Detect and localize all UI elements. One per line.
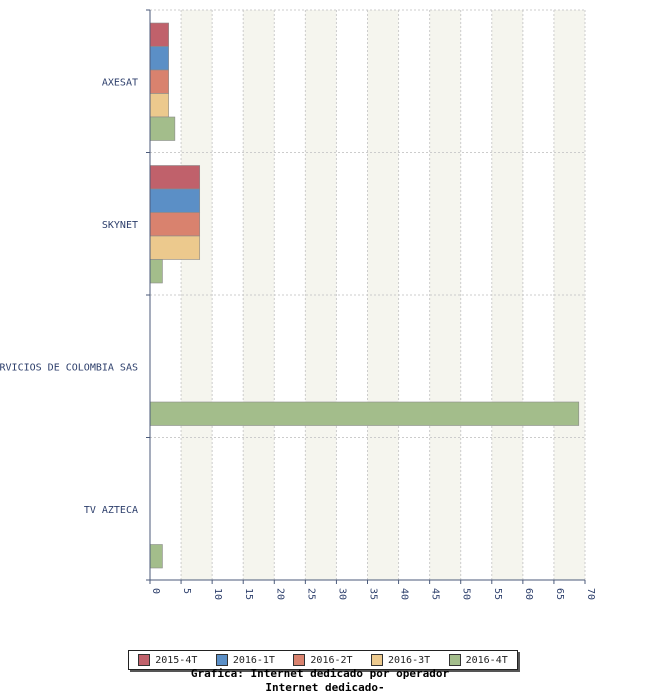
bar-2016-4T-RVICIOS DE COLOMBIA SAS — [149, 401, 580, 426]
bar-2016-4T-AXESAT — [149, 116, 176, 141]
x-tick-label: 25 — [305, 588, 316, 600]
x-tick-label: 65 — [554, 588, 565, 600]
x-tick-label: 30 — [336, 588, 347, 600]
x-tick-label: 15 — [243, 588, 254, 600]
x-tick-label: 50 — [461, 588, 472, 600]
x-tick-label: 5 — [181, 588, 192, 594]
bar-chart: AXESAT SKYNET RVICIOS DE COLOMBIA SAS TV AZ… — [0, 9, 596, 600]
category-label: AXESAT — [102, 77, 138, 88]
x-tick-label: 60 — [523, 588, 534, 600]
x-tick-label: 0 — [150, 588, 161, 594]
bar-2016-2T-SKYNET — [149, 212, 201, 237]
legend-label: 2016-2T — [310, 654, 353, 666]
bar-2016-4T-TV AZTECA — [149, 544, 163, 569]
legend-swatch — [215, 654, 228, 666]
bar-2016-3T-SKYNET — [149, 235, 201, 260]
bar-2015-4T-SKYNET — [149, 165, 201, 190]
bar-2016-4T-SKYNET — [149, 259, 163, 284]
legend-item: 2016-1T — [215, 654, 275, 666]
x-tick-label: 10 — [212, 588, 223, 600]
bar-2016-1T-AXESAT — [149, 46, 169, 71]
x-tick-label: 40 — [399, 588, 410, 600]
legend-swatch — [138, 654, 151, 666]
bars — [149, 22, 580, 569]
category-label: TV AZTECA — [84, 505, 138, 516]
chart-subcaption: Internet dedicado- — [265, 681, 385, 694]
legend-item: 2016-2T — [293, 654, 353, 666]
legend-label: 2015-4T — [155, 654, 198, 666]
bar-2015-4T-AXESAT — [149, 22, 169, 47]
x-tick-label: 70 — [585, 588, 596, 600]
chart-caption: Grafica: Internet dedicado por operador — [190, 667, 450, 680]
bar-2016-1T-SKYNET — [149, 188, 201, 213]
x-tick-labels: 0 5 10 15 20 25 30 35 40 45 50 55 60 65 70 — [150, 588, 596, 600]
x-tick-label: 20 — [274, 588, 285, 600]
legend-swatch — [293, 654, 306, 666]
x-tick-label: 35 — [368, 588, 379, 600]
bar-2016-2T-AXESAT — [149, 69, 169, 94]
legend-label: 2016-3T — [388, 654, 431, 666]
legend-swatch — [448, 654, 461, 666]
legend-item: 2016-3T — [371, 654, 430, 666]
category-labels: AXESAT SKYNET RVICIOS DE COLOMBIA SAS TV AZ… — [0, 77, 138, 516]
category-label: RVICIOS DE COLOMBIA SAS — [0, 362, 138, 373]
x-tick-label: 45 — [430, 588, 441, 600]
category-label: SKYNET — [102, 220, 138, 231]
legend: 2015-4T 2016-1T 2016-2T 2016-3T 2016-4T — [128, 650, 518, 670]
legend-swatch — [371, 654, 383, 666]
legend-label: 2016-4T — [465, 654, 508, 666]
legend-item: 2015-4T — [138, 654, 197, 666]
bar-2016-3T-AXESAT — [149, 93, 169, 118]
legend-item: 2016-4T — [448, 654, 508, 666]
axes — [146, 9, 586, 584]
legend-label: 2016-1T — [232, 654, 275, 666]
x-tick-label: 55 — [492, 588, 503, 600]
